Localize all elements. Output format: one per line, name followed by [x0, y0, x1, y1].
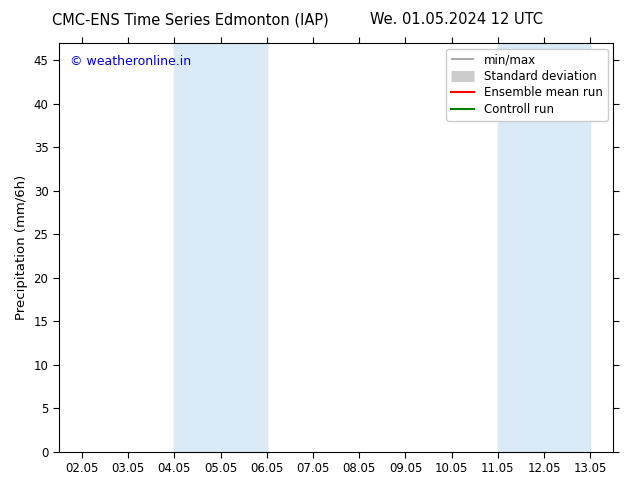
Text: © weatheronline.in: © weatheronline.in [70, 55, 191, 68]
Legend: min/max, Standard deviation, Ensemble mean run, Controll run: min/max, Standard deviation, Ensemble me… [446, 49, 607, 121]
Bar [498, 43, 590, 452]
Text: CMC-ENS Time Series Edmonton (IAP): CMC-ENS Time Series Edmonton (IAP) [52, 12, 328, 27]
Bar [174, 43, 267, 452]
Text: We. 01.05.2024 12 UTC: We. 01.05.2024 12 UTC [370, 12, 543, 27]
Y-axis label: Precipitation (mm/6h): Precipitation (mm/6h) [15, 174, 28, 319]
